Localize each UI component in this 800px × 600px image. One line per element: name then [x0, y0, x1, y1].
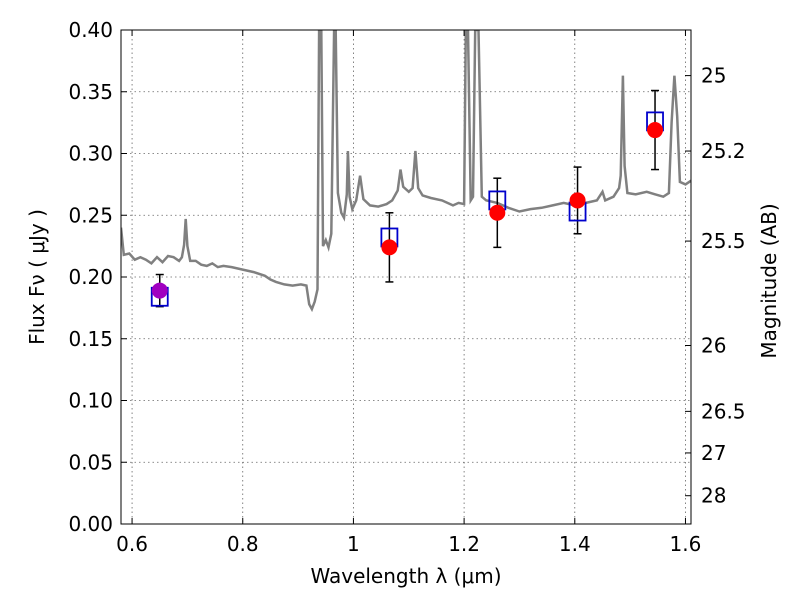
observed-point	[151, 282, 168, 299]
y2-tick-label: 25.5	[701, 229, 746, 253]
spectrum-layer	[121, 30, 691, 313]
observed-point	[647, 122, 664, 139]
y-tick-label: 0.00	[68, 512, 113, 536]
grid-layer	[121, 29, 691, 525]
x-tick-label: 1	[347, 532, 360, 556]
x-tick-label: 0.6	[116, 532, 148, 556]
y-tick-label: 0.15	[68, 327, 113, 351]
y2-tick-label: 25.2	[701, 139, 746, 163]
ticks-layer: 0.6 0.8 1 1.2 1.4 1.6 0.00 0.05 0.10 0.15 0.20 0.25…	[68, 18, 745, 556]
spectrum-line	[121, 30, 691, 313]
x-tick-label: 1.4	[559, 532, 591, 556]
y2-tick-label: 26.5	[701, 399, 746, 423]
y-tick-label: 0.10	[68, 389, 113, 413]
y-axis-label: Flux Fν ( μJy )	[25, 209, 49, 345]
y-tick-label: 0.30	[68, 142, 113, 166]
y2-tick-label: 27	[701, 441, 726, 465]
y-tick-label: 0.35	[68, 80, 113, 104]
x-tick-label: 1.6	[670, 532, 702, 556]
y2-tick-label: 25	[701, 64, 726, 88]
x-axis-label: Wavelength λ (μm)	[310, 564, 501, 588]
y-tick-label: 0.40	[68, 18, 113, 42]
observed-point	[569, 192, 586, 209]
y-tick-label: 0.25	[68, 203, 113, 227]
x-tick-label: 0.8	[227, 532, 259, 556]
y-tick-label: 0.20	[68, 265, 113, 289]
observed-point	[489, 204, 506, 221]
y2-axis-label: Magnitude (AB)	[757, 203, 781, 358]
x-tick-label: 1.2	[448, 532, 480, 556]
y2-tick-label: 28	[701, 484, 726, 508]
points-layer	[150, 111, 664, 307]
observed-point	[381, 239, 398, 256]
y2-tick-label: 26	[701, 333, 726, 357]
y-tick-label: 0.05	[68, 450, 113, 474]
